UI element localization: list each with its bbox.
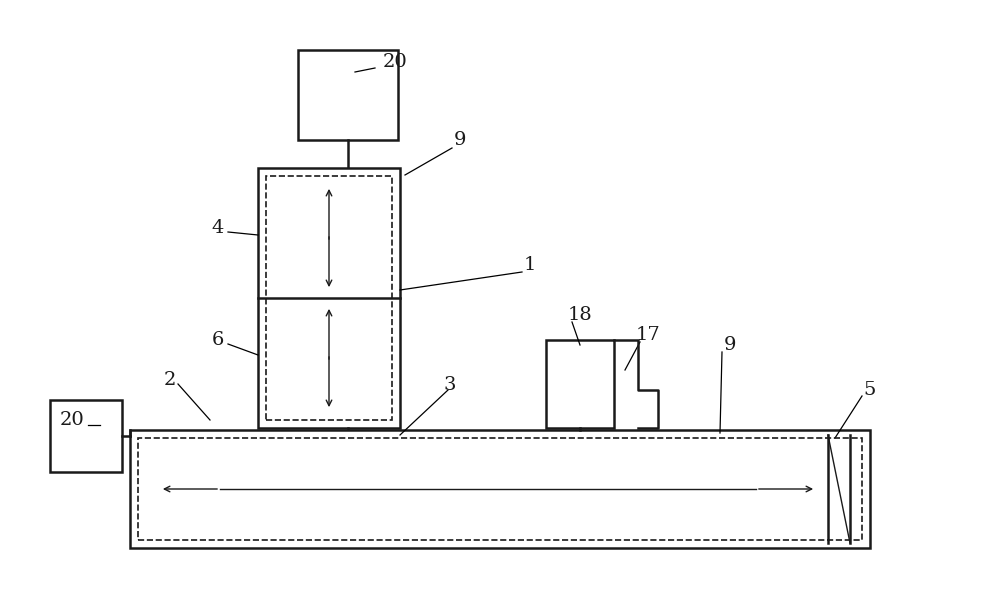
Bar [258, 168, 400, 428]
Bar [138, 438, 862, 540]
Text: 5: 5 [864, 381, 876, 399]
Text: 17: 17 [636, 326, 660, 344]
Text: 3: 3 [444, 376, 456, 394]
Bar [130, 430, 870, 548]
Text: 1: 1 [524, 256, 536, 274]
Bar [298, 50, 398, 140]
Text: 6: 6 [212, 331, 224, 349]
Bar [266, 176, 392, 420]
Text: 18: 18 [568, 306, 592, 324]
Text: 9: 9 [454, 131, 466, 149]
Text: 4: 4 [212, 219, 224, 237]
Text: 9: 9 [724, 336, 736, 354]
Text: 20: 20 [60, 411, 84, 429]
Text: 20: 20 [383, 53, 407, 71]
Bar [50, 400, 122, 472]
Text: 2: 2 [164, 371, 176, 389]
Bar [546, 340, 614, 428]
